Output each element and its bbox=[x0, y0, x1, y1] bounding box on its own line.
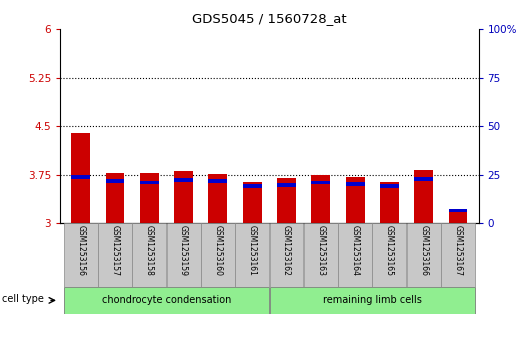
Bar bbox=[407, 223, 441, 287]
Text: GSM1253160: GSM1253160 bbox=[213, 225, 222, 276]
Bar bbox=[132, 223, 166, 287]
Text: cell type: cell type bbox=[3, 294, 44, 304]
Bar bbox=[174, 171, 193, 223]
Bar bbox=[209, 174, 228, 223]
Bar bbox=[140, 173, 159, 223]
Bar bbox=[243, 184, 262, 188]
Text: GSM1253159: GSM1253159 bbox=[179, 225, 188, 276]
Text: GSM1253167: GSM1253167 bbox=[453, 225, 462, 276]
Bar bbox=[174, 178, 193, 182]
Bar bbox=[449, 209, 468, 212]
Bar bbox=[441, 223, 475, 287]
Bar bbox=[64, 287, 269, 314]
Text: GSM1253163: GSM1253163 bbox=[316, 225, 325, 276]
Text: GSM1253157: GSM1253157 bbox=[110, 225, 120, 276]
Bar bbox=[277, 178, 296, 223]
Bar bbox=[380, 184, 399, 188]
Bar bbox=[414, 177, 433, 181]
Bar bbox=[414, 170, 433, 223]
Bar bbox=[269, 287, 475, 314]
Bar bbox=[243, 182, 262, 223]
Text: remaining limb cells: remaining limb cells bbox=[323, 295, 422, 305]
Bar bbox=[338, 223, 372, 287]
Bar bbox=[71, 175, 90, 179]
Text: GSM1253165: GSM1253165 bbox=[385, 225, 394, 276]
Bar bbox=[106, 173, 124, 223]
Bar bbox=[311, 180, 330, 184]
Bar bbox=[380, 183, 399, 223]
Bar bbox=[64, 223, 98, 287]
Text: GSM1253166: GSM1253166 bbox=[419, 225, 428, 276]
Text: GSM1253156: GSM1253156 bbox=[76, 225, 85, 276]
Bar bbox=[372, 223, 406, 287]
Bar bbox=[311, 175, 330, 223]
Text: chondrocyte condensation: chondrocyte condensation bbox=[102, 295, 231, 305]
Bar bbox=[346, 177, 365, 223]
Bar bbox=[346, 182, 365, 186]
Bar bbox=[71, 132, 90, 223]
Bar bbox=[235, 223, 269, 287]
Bar bbox=[269, 223, 303, 287]
Bar bbox=[449, 210, 468, 223]
Bar bbox=[106, 179, 124, 183]
Text: GSM1253161: GSM1253161 bbox=[248, 225, 257, 276]
Bar bbox=[201, 223, 235, 287]
Bar bbox=[209, 179, 228, 183]
Bar bbox=[304, 223, 338, 287]
Legend: transformed count, percentile rank within the sample: transformed count, percentile rank withi… bbox=[63, 362, 254, 363]
Text: GSM1253158: GSM1253158 bbox=[145, 225, 154, 276]
Text: GSM1253162: GSM1253162 bbox=[282, 225, 291, 276]
Text: GSM1253164: GSM1253164 bbox=[350, 225, 360, 276]
Bar bbox=[277, 183, 296, 187]
Title: GDS5045 / 1560728_at: GDS5045 / 1560728_at bbox=[192, 12, 347, 25]
Bar bbox=[140, 180, 159, 184]
Bar bbox=[98, 223, 132, 287]
Bar bbox=[167, 223, 201, 287]
